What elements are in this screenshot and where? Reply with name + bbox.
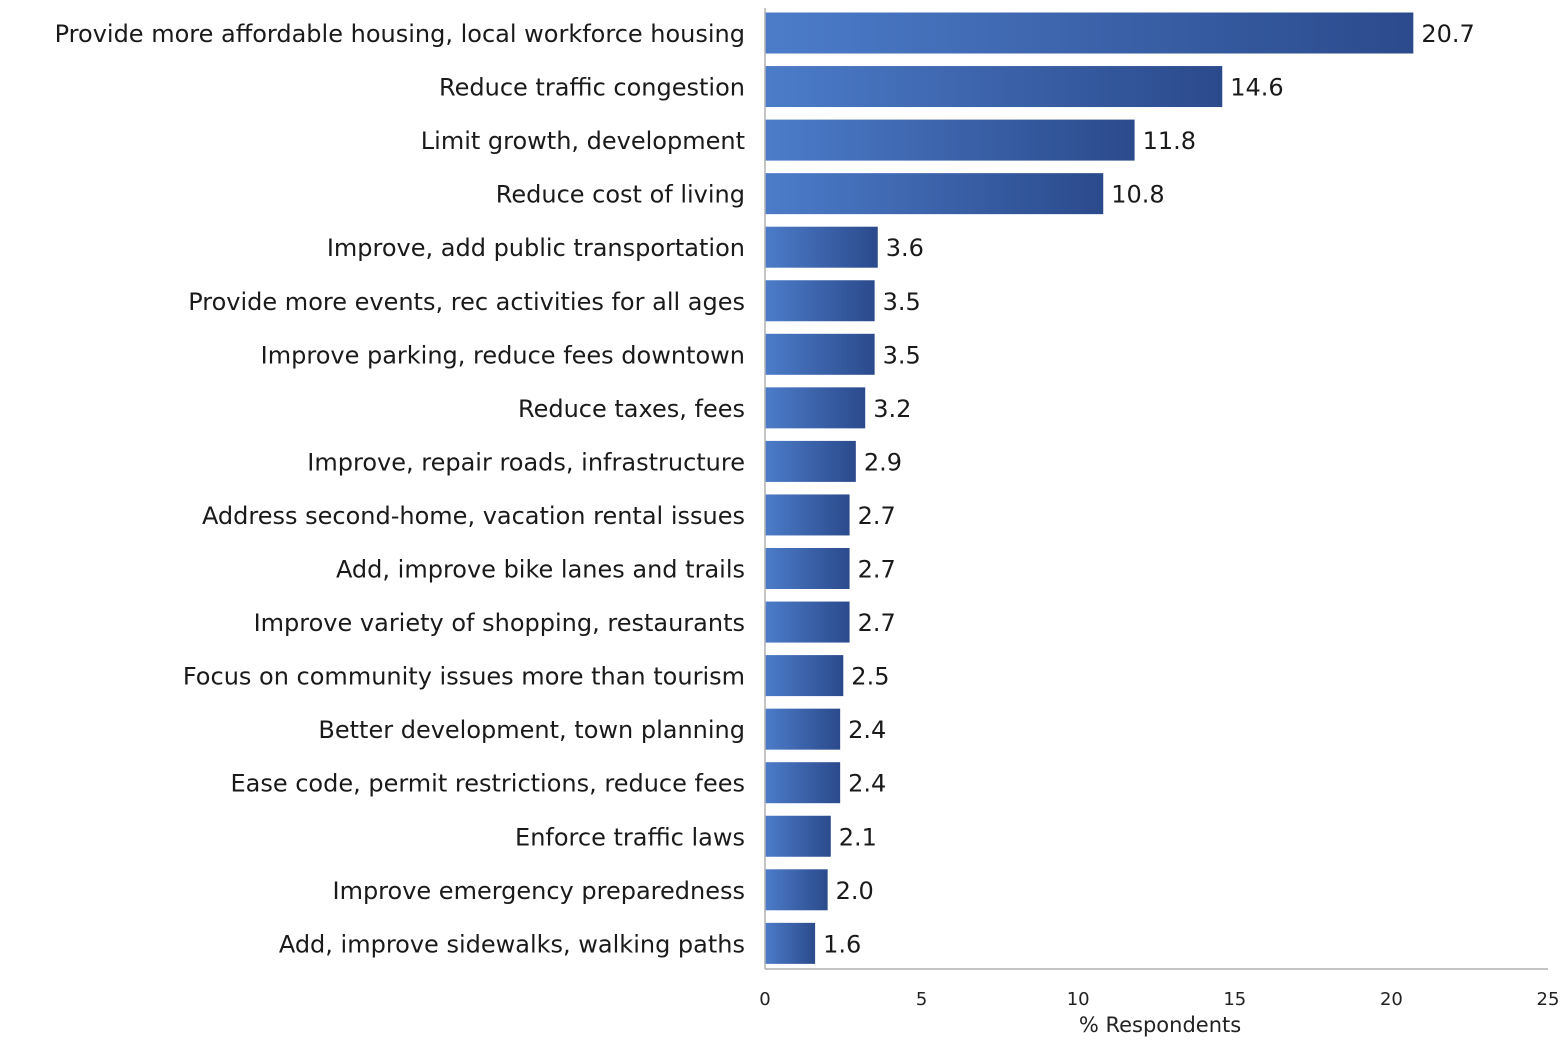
category-label: Limit growth, development: [421, 127, 745, 155]
data-label: 2.4: [848, 770, 886, 798]
data-label: 2.7: [858, 556, 896, 584]
category-label: Reduce traffic congestion: [439, 74, 745, 102]
category-label: Improve, add public transportation: [327, 234, 745, 262]
data-label: 2.7: [858, 609, 896, 637]
data-label: 20.7: [1421, 20, 1474, 48]
category-labels: Provide more affordable housing, local w…: [55, 20, 745, 958]
data-label: 3.6: [886, 234, 924, 262]
x-tick-label: 10: [1067, 989, 1090, 1010]
bar: [765, 119, 1135, 161]
data-label: 2.5: [851, 663, 889, 691]
bar: [765, 66, 1223, 108]
data-label: 2.1: [839, 823, 877, 851]
x-tick-label: 5: [916, 989, 927, 1010]
data-label: 10.8: [1111, 181, 1164, 209]
category-label: Improve parking, reduce fees downtown: [261, 341, 745, 369]
bar: [765, 708, 841, 750]
category-label: Provide more events, rec activities for …: [188, 288, 745, 316]
bar: [765, 869, 828, 911]
bar: [765, 387, 866, 429]
category-label: Improve variety of shopping, restaurants: [254, 609, 745, 637]
x-tick-label: 0: [759, 989, 770, 1010]
category-label: Address second-home, vacation rental iss…: [202, 502, 745, 530]
data-label: 3.5: [883, 288, 921, 316]
value-labels: 20.7 14.6 11.8 10.8 3.6 3.5 3.5 3.2 2.9 2.7 2.7 2.7…: [823, 20, 1475, 958]
x-axis-title: % Respondents: [1079, 1013, 1241, 1037]
bar: [765, 280, 875, 322]
category-label: Improve, repair roads, infrastructure: [307, 448, 745, 476]
bar: [765, 440, 856, 482]
data-label: 3.5: [883, 341, 921, 369]
category-label: Provide more affordable housing, local w…: [55, 20, 745, 48]
category-label: Enforce traffic laws: [515, 823, 745, 851]
bar: [765, 762, 841, 804]
bar: [765, 12, 1414, 54]
bar: [765, 333, 875, 375]
data-label: 3.2: [873, 395, 911, 423]
x-tick-label: 25: [1537, 989, 1560, 1010]
category-label: Reduce cost of living: [496, 181, 745, 209]
data-label: 2.7: [858, 502, 896, 530]
category-label: Add, improve bike lanes and trails: [336, 556, 745, 584]
x-tick-label: 15: [1223, 989, 1246, 1010]
category-label: Reduce taxes, fees: [518, 395, 745, 423]
category-label: Improve emergency preparedness: [332, 877, 745, 905]
data-label: 11.8: [1143, 127, 1196, 155]
data-label: 1.6: [823, 930, 861, 958]
bar: [765, 815, 831, 857]
data-label: 2.9: [864, 448, 902, 476]
category-label: Ease code, permit restrictions, reduce f…: [230, 770, 745, 798]
category-label: Better development, town planning: [318, 716, 745, 744]
bars-layer: [765, 12, 1414, 964]
bar: [765, 922, 816, 964]
x-axis-ticks: 0 5 10 15 20 25: [759, 989, 1559, 1010]
bar: [765, 226, 878, 268]
data-label: 14.6: [1230, 74, 1283, 102]
bar: [765, 655, 844, 697]
data-label: 2.4: [848, 716, 886, 744]
bar: [765, 494, 850, 536]
bar: [765, 173, 1104, 215]
data-label: 2.0: [836, 877, 874, 905]
category-label: Focus on community issues more than tour…: [183, 663, 745, 691]
category-label: Add, improve sidewalks, walking paths: [279, 930, 745, 958]
bar: [765, 548, 850, 589]
bar: [765, 601, 850, 643]
x-tick-label: 20: [1380, 989, 1403, 1010]
